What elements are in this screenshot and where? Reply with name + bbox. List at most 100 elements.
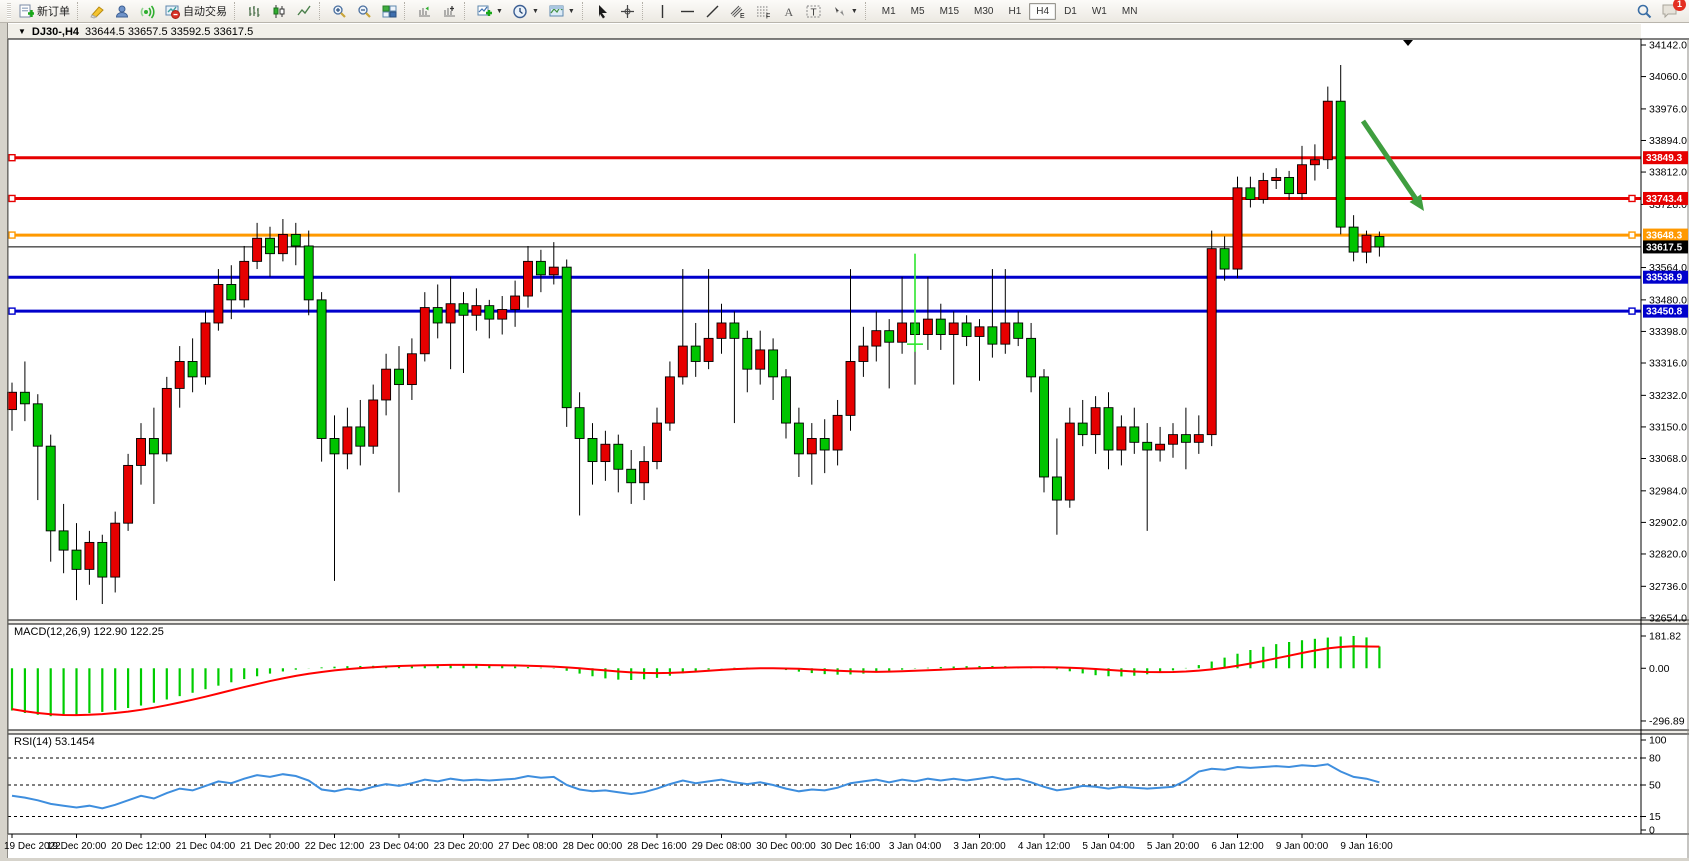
timeframe-h4[interactable]: H4 — [1029, 2, 1057, 20]
periods-button[interactable]: ▼ — [508, 2, 544, 20]
candle-body — [1361, 234, 1372, 253]
indicators-button[interactable]: ▼ — [472, 2, 508, 20]
toolbar-separator — [864, 2, 871, 20]
tile-windows-button[interactable] — [377, 2, 402, 20]
candle-body — [832, 414, 843, 451]
chart-area[interactable]: MACD(12,26,9) 122.90 122.25 RSI(14) 53.14… — [0, 23, 1689, 861]
timeframe-m30[interactable]: M30 — [974, 5, 994, 17]
zoom-out-icon — [358, 4, 371, 18]
timeframe-m5[interactable]: M5 — [910, 5, 925, 17]
timeframe-m15[interactable]: M15 — [939, 5, 960, 17]
date-tick-label: 20 Dec 12:00 — [111, 841, 171, 852]
toolbar-grip[interactable] — [7, 3, 11, 19]
hline-handle[interactable] — [8, 153, 16, 162]
down-trend-arrow[interactable] — [1360, 119, 1421, 204]
candle-body — [1297, 164, 1307, 195]
candle-body — [123, 464, 134, 524]
autotrading-button[interactable]: 自动交易 — [160, 2, 232, 20]
price-tick-label: 32902.0 — [1649, 517, 1687, 529]
date-tick-label: 19 Dec 20:00 — [47, 841, 107, 852]
zoom-out-button[interactable] — [352, 2, 377, 20]
new-order-button[interactable]: 新订单 — [14, 2, 75, 20]
hline-handle[interactable] — [1628, 231, 1636, 239]
price-axis[interactable]: 34142.034060.033976.033894.033812.033728… — [1641, 40, 1688, 837]
candle-body — [793, 422, 804, 455]
auto-scroll-icon — [419, 6, 430, 17]
chart-shift-marker[interactable] — [1403, 40, 1413, 46]
templates-button[interactable]: ▼ — [544, 2, 580, 20]
price-tick-label: 32654.0 — [1649, 612, 1687, 624]
candle-body — [626, 468, 637, 484]
candle-body — [690, 345, 701, 362]
candlestick-mode-button[interactable] — [267, 2, 292, 20]
cursor-tool-button[interactable] — [590, 2, 615, 20]
tile-windows-icon — [382, 5, 397, 17]
bar-chart-mode-button[interactable] — [242, 2, 267, 20]
trendline-tool-button[interactable] — [700, 2, 725, 20]
candle-body — [394, 368, 404, 386]
line-chart-mode-button[interactable] — [292, 2, 317, 20]
date-tick-label: 21 Dec 20:00 — [240, 841, 300, 852]
timeframe-d1[interactable]: D1 — [1064, 5, 1077, 17]
candle-body — [1245, 187, 1256, 200]
candle-body — [1322, 100, 1333, 161]
horizontal-line-tool-button[interactable] — [675, 2, 700, 20]
down-trend-arrowhead — [1409, 194, 1424, 211]
candle-body — [432, 307, 443, 324]
candle-body — [548, 266, 559, 276]
date-tick-label: 28 Dec 00:00 — [563, 841, 623, 852]
candle-body — [1142, 441, 1153, 451]
timeframe-h1[interactable]: H1 — [1008, 5, 1022, 17]
fibonacci-tool-button[interactable]: F — [751, 2, 777, 20]
candle-body — [381, 368, 392, 401]
price-tick-label: 33068.0 — [1649, 453, 1687, 465]
channel-tool-button[interactable]: E — [725, 2, 751, 20]
text-tool-button[interactable]: A — [777, 2, 801, 20]
price-tick-label: 33150.0 — [1649, 421, 1687, 433]
candle-body — [781, 376, 791, 424]
candle-body — [948, 322, 959, 335]
date-tick-label: 28 Dec 16:00 — [627, 841, 687, 852]
timeframe-w1[interactable]: W1 — [1091, 5, 1107, 17]
chart-caption-bar[interactable]: ▼ DJ30-,H4 33644.5 33657.5 33592.5 33617… — [8, 24, 1641, 39]
chart-symbol-period: DJ30-,H4 — [31, 25, 79, 38]
candle-body — [1271, 176, 1282, 181]
panel-bg — [8, 834, 1689, 858]
notifications-button[interactable]: 1 — [1661, 0, 1686, 19]
hline-handle[interactable] — [8, 231, 16, 239]
timeframe-mn[interactable]: MN — [1121, 5, 1138, 17]
hline-handle[interactable] — [8, 307, 16, 315]
hline-handle[interactable] — [1628, 194, 1636, 203]
candle-body — [523, 260, 533, 297]
profile-button[interactable] — [110, 2, 135, 20]
text-icon: A — [784, 5, 793, 19]
chart-shift-button[interactable] — [437, 2, 462, 20]
window-menu-icon[interactable]: ▼ — [18, 27, 26, 36]
hline-handle[interactable] — [8, 194, 16, 203]
zoom-in-button[interactable] — [327, 2, 352, 20]
timeframe-m1[interactable]: M1 — [881, 5, 896, 17]
signals-button[interactable] — [135, 2, 160, 20]
bar-chart-icon — [249, 5, 260, 17]
auto-scroll-button[interactable] — [412, 2, 437, 20]
candle-body — [458, 303, 469, 316]
toolbar-separator — [404, 2, 410, 20]
new-order-label: 新订单 — [37, 6, 70, 18]
candle-body — [1258, 180, 1269, 200]
arrows-tool-button[interactable]: ▼ — [827, 2, 863, 20]
text-label-tool-button[interactable]: T — [801, 2, 827, 20]
vertical-line-tool-button[interactable] — [650, 2, 675, 20]
horizontal-line-icon — [680, 10, 694, 12]
highlighter-button[interactable] — [85, 2, 110, 20]
candle-body — [1309, 159, 1320, 166]
splitter-main-macd[interactable] — [8, 620, 1689, 624]
candle-body — [768, 349, 779, 378]
hline-handle[interactable] — [1628, 307, 1636, 315]
line-chart-icon — [297, 5, 311, 15]
price-tick-label: 34142.0 — [1649, 40, 1687, 52]
splitter-macd-rsi[interactable] — [8, 730, 1689, 734]
search-icon[interactable] — [1636, 3, 1653, 20]
candle-body — [174, 361, 185, 389]
crosshair-tool-button[interactable] — [615, 2, 640, 20]
